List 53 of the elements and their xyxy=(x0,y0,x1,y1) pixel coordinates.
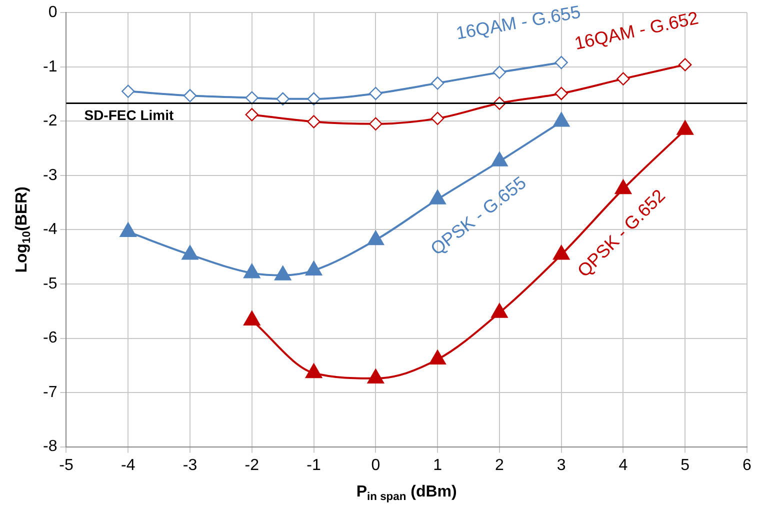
point xyxy=(305,363,322,378)
y-tick-label: -4 xyxy=(42,221,58,238)
point xyxy=(491,303,508,318)
y-tick-label: -1 xyxy=(42,58,58,76)
x-tick-label: -4 xyxy=(121,456,136,474)
x-tick-label: 3 xyxy=(556,456,566,474)
point xyxy=(430,112,444,126)
point xyxy=(244,310,260,326)
x-tick-label: 1 xyxy=(433,456,442,474)
point xyxy=(369,86,382,100)
x-tick-label: 6 xyxy=(742,456,752,474)
y-tick-label: -8 xyxy=(42,438,58,456)
y-tick-label: -5 xyxy=(42,275,58,292)
x-tick-label: -1 xyxy=(306,456,321,474)
point xyxy=(367,368,384,384)
point xyxy=(552,245,570,260)
point xyxy=(122,84,135,98)
y-tick-label: -7 xyxy=(42,384,58,401)
point xyxy=(429,190,446,204)
x-tick-label: 0 xyxy=(371,456,380,474)
point xyxy=(305,260,322,276)
point xyxy=(367,230,384,246)
point xyxy=(183,89,197,102)
point xyxy=(182,245,198,260)
point xyxy=(616,72,630,86)
point xyxy=(120,222,137,237)
ref-line-label: SD-FEC Limit xyxy=(84,107,174,124)
y-tick-label: -3 xyxy=(42,166,58,184)
x-tick-label: 2 xyxy=(494,456,504,474)
point xyxy=(276,92,290,106)
point xyxy=(369,117,382,130)
x-tick-label: -5 xyxy=(59,456,74,474)
point xyxy=(492,66,506,79)
point xyxy=(245,108,258,122)
point xyxy=(274,266,292,280)
point xyxy=(307,92,320,106)
y-tick-label: 0 xyxy=(48,4,58,22)
y-axis-title: Log10(BER) xyxy=(13,186,33,273)
point xyxy=(307,115,320,128)
point xyxy=(245,91,258,104)
y-tick-label: -2 xyxy=(42,112,58,130)
point xyxy=(430,76,444,90)
point xyxy=(554,56,568,70)
x-tick-label: 4 xyxy=(618,456,628,474)
x-tick-label: -2 xyxy=(244,456,260,474)
point xyxy=(678,58,692,72)
x-tick-label: 5 xyxy=(680,456,690,474)
point xyxy=(244,264,260,278)
x-tick-label: -3 xyxy=(182,456,198,474)
point xyxy=(554,86,568,100)
y-tick-label: -6 xyxy=(42,330,58,347)
point xyxy=(491,152,508,166)
point xyxy=(429,350,446,365)
